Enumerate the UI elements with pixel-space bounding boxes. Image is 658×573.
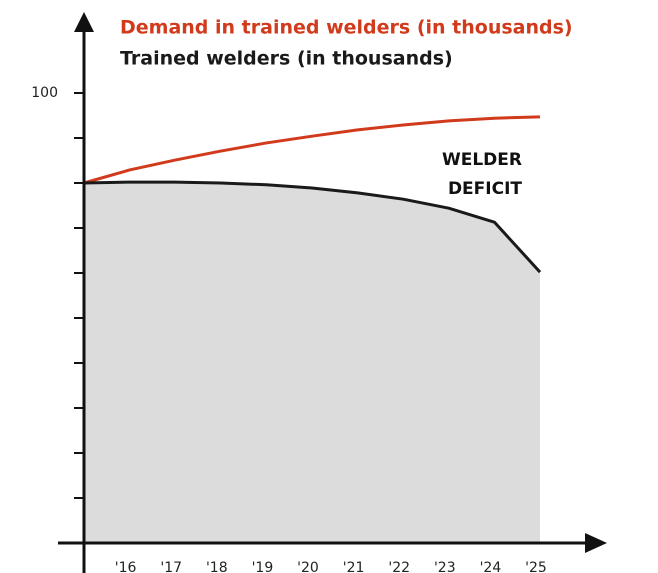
line xyxy=(83,115,541,185)
x-tick-label: '21 xyxy=(343,560,365,573)
x-axis-arrow xyxy=(585,533,607,553)
legend: Demand in trained welders (in thousands)… xyxy=(120,17,573,70)
x-tick-label: '16 xyxy=(115,560,137,573)
line xyxy=(83,180,542,274)
x-tick-label: '23 xyxy=(434,560,456,573)
annotation: DEFICIT xyxy=(448,179,522,199)
x-tick-label: '24 xyxy=(480,560,502,573)
legend-entry: Demand in trained welders (in thousands) xyxy=(120,17,573,39)
annotation: WELDER xyxy=(442,150,522,170)
x-tick-label: '20 xyxy=(297,560,319,573)
x-tick-label: '18 xyxy=(206,560,228,573)
x-tick-label: '19 xyxy=(252,560,274,573)
legend-entry: Trained welders (in thousands) xyxy=(120,48,453,70)
x-tick-label: '22 xyxy=(388,560,410,573)
plot-area xyxy=(83,115,542,543)
area xyxy=(84,182,540,543)
y-tick-label: 100 xyxy=(31,85,58,101)
x-tick-label: '25 xyxy=(525,560,547,573)
x-tick-label: '17 xyxy=(160,560,182,573)
y-axis-arrow xyxy=(74,12,94,32)
